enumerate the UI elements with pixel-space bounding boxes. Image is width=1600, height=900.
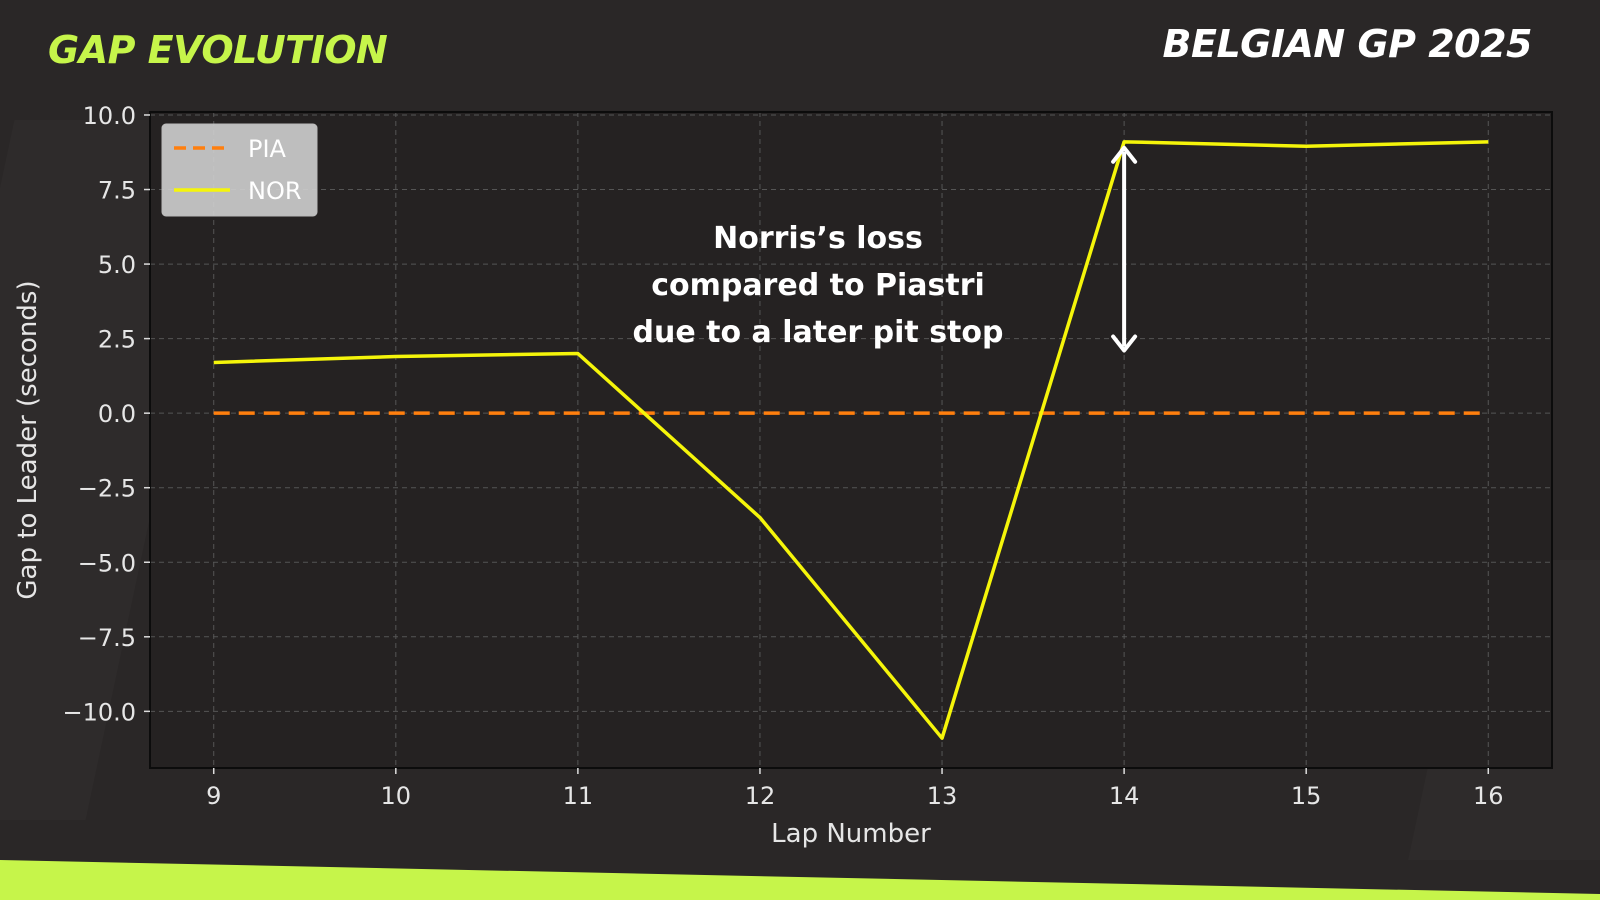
y-tick-label: 7.5: [98, 177, 136, 205]
y-tick-label: −7.5: [78, 624, 136, 652]
x-axis-label: Lap Number: [771, 819, 931, 849]
arrow-head-up: [1111, 145, 1138, 164]
x-tick-label: 10: [381, 782, 412, 810]
y-tick-label: −5.0: [78, 549, 136, 577]
x-tick-label: 9: [206, 782, 221, 810]
legend-label-nor: NOR: [248, 177, 302, 205]
x-tick-label: 14: [1109, 782, 1140, 810]
annotation-text: due to a later pit stop: [633, 315, 1004, 350]
annotation-text: compared to Piastri: [651, 268, 985, 303]
series-layer: [213, 140, 1489, 740]
x-tick-label: 12: [745, 782, 776, 810]
y-tick-label: 0.0: [98, 400, 136, 428]
y-tick-label: 2.5: [98, 326, 136, 354]
page-title: GAP EVOLUTION: [48, 28, 388, 72]
x-tick-label: 16: [1473, 782, 1504, 810]
event-title: BELGIAN GP 2025: [1162, 22, 1533, 66]
arrow-head-down: [1111, 334, 1138, 353]
y-axis-label: Gap to Leader (seconds): [13, 280, 43, 599]
legend: PIA NOR: [161, 123, 318, 217]
series-line-nor: [213, 140, 1489, 740]
legend-label-pia: PIA: [248, 135, 287, 163]
y-tick-label: 5.0: [98, 251, 136, 279]
y-tick-label: 10.0: [83, 102, 136, 130]
plot-frame: [149, 111, 1553, 769]
y-tick-label: −10.0: [62, 698, 136, 726]
y-axis: 10.0 7.5 5.0 2.5 0.0 −2.5 −5.0 −7.5 −10.0: [62, 102, 150, 726]
grid: [150, 112, 1552, 768]
x-axis: 9 10 11 12 13 14 15 16: [206, 768, 1504, 810]
annotation: Norris’s loss compared to Piastri due to a…: [633, 145, 1138, 353]
annotation-text: Norris’s loss: [713, 221, 923, 256]
y-tick-label: −2.5: [78, 475, 136, 503]
x-tick-label: 13: [927, 782, 958, 810]
x-tick-label: 15: [1291, 782, 1322, 810]
plot-area: [150, 112, 1552, 768]
x-tick-label: 11: [563, 782, 594, 810]
